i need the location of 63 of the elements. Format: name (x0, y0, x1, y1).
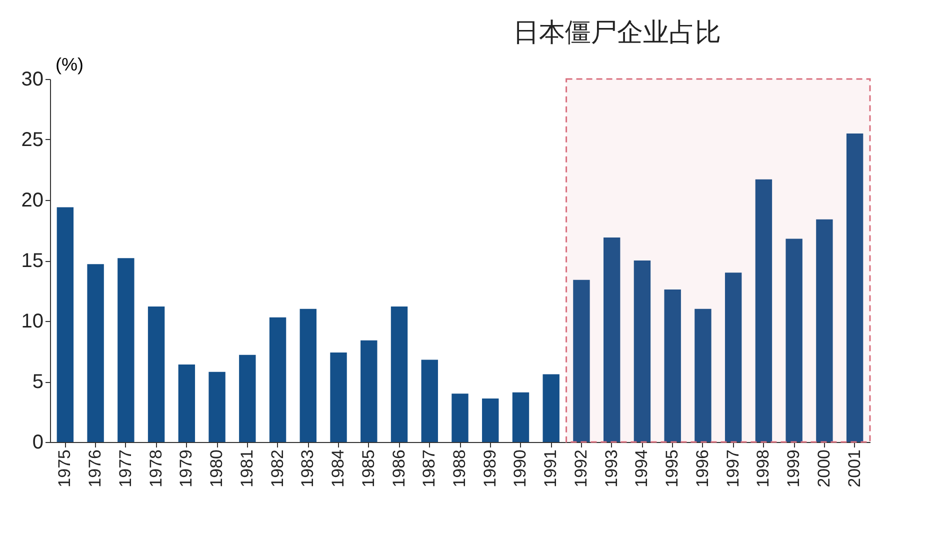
bar (512, 392, 530, 442)
bar (634, 260, 651, 442)
y-axis-title: (%) (56, 54, 84, 74)
x-tick-label: 1977 (116, 450, 135, 488)
x-tick-label: 1985 (358, 450, 378, 488)
x-tick-label: 1984 (328, 450, 348, 488)
x-tick-label: 1992 (571, 450, 590, 488)
bar (452, 394, 468, 442)
x-tick-label: 1999 (784, 450, 804, 488)
x-tick-label: 1981 (237, 450, 256, 488)
bar (360, 340, 378, 442)
bar (148, 306, 165, 442)
y-tick-label: 0 (32, 432, 44, 454)
x-tick-label: 1997 (723, 450, 742, 488)
x-tick-label: 1982 (268, 450, 287, 488)
x-tick-label: 1995 (662, 450, 682, 488)
bar (482, 398, 499, 442)
bar (330, 352, 347, 442)
x-tick-label: 1976 (86, 450, 105, 488)
bar (846, 133, 864, 442)
y-tick-label: 10 (21, 310, 44, 332)
bar (786, 238, 802, 442)
x-tick-label: 1998 (754, 450, 773, 488)
x-tick-label: 1994 (632, 450, 652, 488)
bar (694, 308, 712, 442)
bar (56, 207, 74, 442)
bar (118, 258, 134, 442)
bar (87, 264, 104, 442)
bar (239, 354, 256, 442)
x-tick-label: 2000 (814, 450, 834, 488)
bar (208, 372, 226, 442)
bar (604, 238, 620, 442)
x-tick-label: 1980 (207, 450, 226, 488)
bar (573, 280, 590, 442)
x-tick-label: 1993 (602, 450, 621, 488)
bar (542, 374, 560, 442)
y-tick-label: 25 (21, 129, 44, 151)
x-tick-label: 1979 (176, 450, 196, 488)
bar (816, 219, 833, 442)
x-tick-label: 2001 (844, 450, 864, 488)
bar (390, 306, 408, 442)
x-tick-label: 1986 (389, 450, 408, 488)
x-tick-label: 1978 (146, 450, 166, 488)
x-tick-label: 1983 (298, 450, 318, 488)
bar (300, 308, 316, 442)
y-tick-label: 30 (21, 68, 44, 90)
x-tick-label: 1987 (420, 450, 439, 488)
y-tick-label: 15 (21, 250, 44, 272)
bar (724, 272, 742, 442)
bar (178, 364, 196, 442)
x-tick-label: 1975 (55, 450, 74, 488)
x-tick-label: 1988 (450, 450, 469, 488)
chart-title: 日本僵尸企业占比 (512, 18, 721, 48)
x-tick-label: 1990 (510, 450, 530, 488)
x-tick-label: 1989 (480, 450, 500, 488)
bar (755, 179, 772, 442)
bar (421, 360, 438, 442)
bar (269, 317, 286, 442)
bar (664, 290, 681, 442)
x-tick-label: 1996 (692, 450, 712, 488)
y-tick-label: 5 (32, 371, 44, 393)
x-tick-label: 1991 (541, 450, 560, 488)
y-tick-label: 20 (21, 190, 44, 212)
